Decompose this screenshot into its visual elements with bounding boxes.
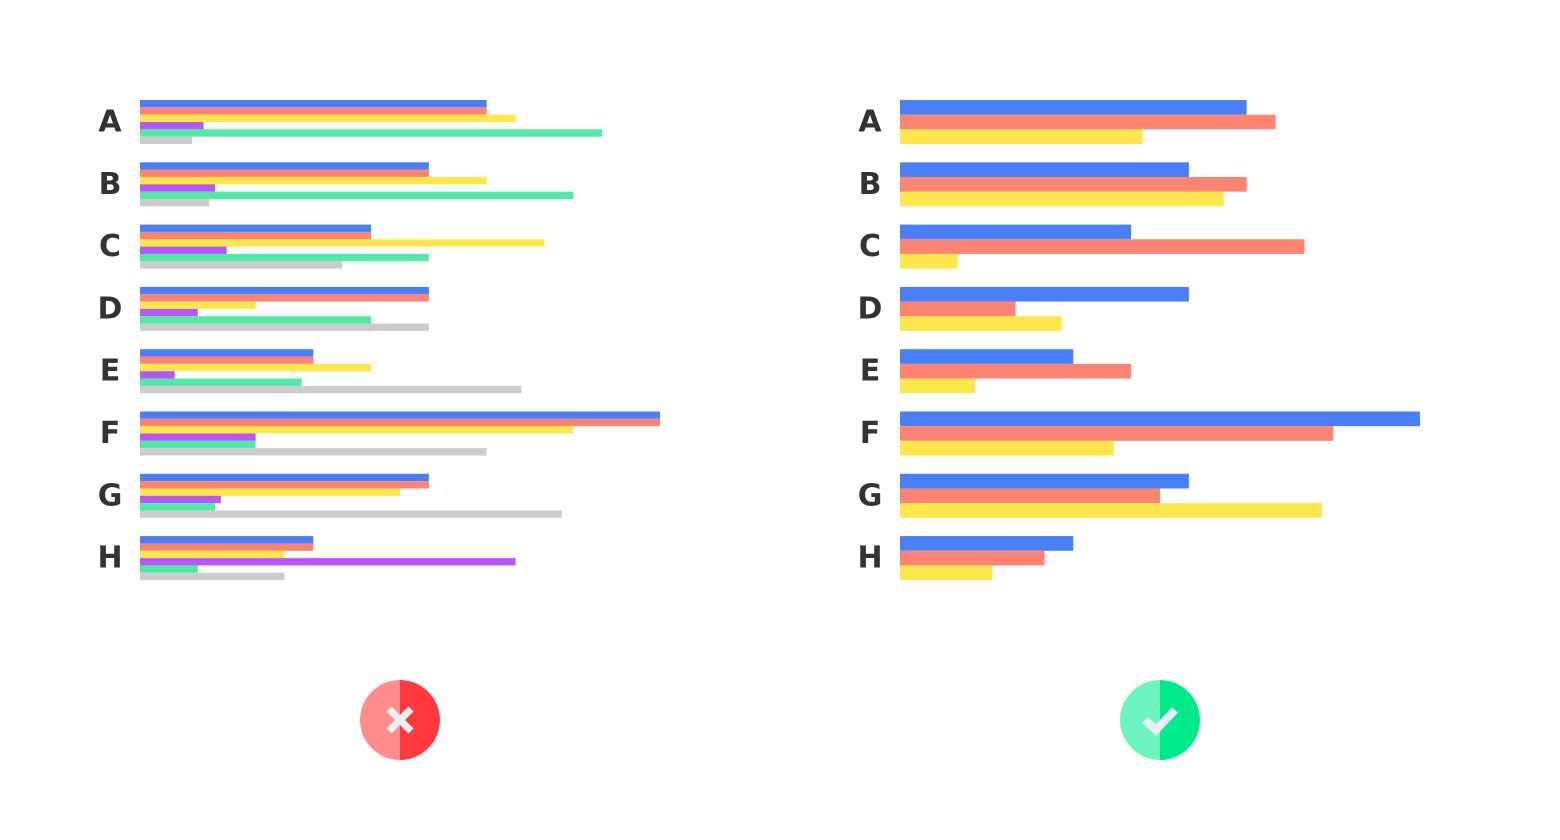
category-label-a: A [98, 105, 122, 140]
bar-e-gray [140, 385, 522, 394]
bar-d-green [140, 316, 372, 324]
bar-g-purple [140, 495, 221, 504]
bar-g-yellow [900, 503, 1322, 518]
bar-b-yellow [140, 176, 487, 185]
bar-d-yellow [140, 301, 256, 309]
check-icon [1120, 680, 1200, 760]
bar-c-green [140, 253, 429, 262]
bar-g-gray [140, 510, 562, 518]
bar-e-yellow [140, 363, 372, 372]
bar-h-yellow [900, 565, 993, 581]
bar-a-purple [140, 122, 204, 130]
check-badge-right [1160, 680, 1200, 760]
bar-b-blue [140, 162, 429, 170]
bar-c-blue [900, 224, 1132, 240]
category-label-b: B [99, 167, 122, 202]
cross-badge-left [360, 680, 400, 760]
category-label-d: D [858, 291, 883, 326]
bar-f-salmon [900, 426, 1334, 441]
bar-a-blue [140, 100, 487, 108]
bar-a-yellow [140, 114, 516, 122]
bar-e-green [140, 378, 302, 386]
bar-f-blue [140, 411, 660, 419]
category-label-d: D [98, 291, 123, 326]
bar-h-salmon [900, 550, 1045, 566]
check-badge-left [1120, 680, 1160, 760]
category-label-c: C [99, 229, 121, 264]
check-mark [1142, 707, 1178, 736]
bar-f-gray [140, 448, 487, 456]
bar-d-blue [140, 286, 429, 295]
bar-c-salmon [140, 231, 372, 240]
bar-a-blue [900, 100, 1247, 115]
category-label-f: F [100, 416, 121, 451]
bar-c-yellow [900, 253, 958, 269]
bar-b-yellow [900, 191, 1224, 207]
bar-h-blue [140, 536, 314, 544]
bar-h-gray [140, 572, 285, 581]
category-label-b: B [859, 167, 882, 202]
bar-e-yellow [900, 378, 976, 394]
bar-f-purple [140, 433, 256, 441]
bar-b-blue [900, 162, 1189, 177]
category-label-e: E [100, 354, 121, 389]
cross-icon [360, 680, 440, 760]
bar-d-blue [900, 286, 1189, 302]
category-label-h: H [857, 541, 882, 576]
bar-c-blue [140, 224, 372, 232]
bar-d-gray [140, 323, 429, 331]
category-label-a: A [858, 105, 882, 140]
bar-a-salmon [140, 107, 487, 115]
bar-g-green [140, 503, 216, 511]
bar-g-blue [140, 473, 429, 482]
bar-a-salmon [900, 114, 1276, 130]
category-label-h: H [97, 541, 122, 576]
bar-g-salmon [140, 481, 429, 489]
bar-c-purple [140, 246, 227, 254]
category-label-g: G [858, 478, 883, 513]
bar-a-yellow [900, 129, 1143, 144]
cross-mark [386, 706, 414, 734]
bar-h-green [140, 565, 198, 573]
bar-g-yellow [140, 488, 400, 496]
bar-f-yellow [140, 426, 574, 434]
bar-b-salmon [140, 169, 429, 177]
bar-e-salmon [140, 356, 314, 364]
bar-a-gray [140, 136, 192, 144]
bar-f-blue [900, 411, 1420, 427]
bar-e-salmon [900, 363, 1132, 379]
bar-c-salmon [900, 239, 1305, 254]
bar-d-salmon [140, 294, 429, 302]
category-label-e: E [860, 354, 881, 389]
bar-e-blue [900, 349, 1074, 364]
bar-b-gray [140, 198, 210, 207]
bar-d-yellow [900, 316, 1062, 331]
bar-e-blue [140, 349, 314, 357]
bar-b-salmon [900, 176, 1247, 192]
bar-c-yellow [140, 239, 545, 247]
category-label-c: C [859, 229, 881, 264]
bar-c-gray [140, 261, 343, 269]
bar-h-purple [140, 558, 516, 566]
bar-f-yellow [900, 440, 1114, 456]
bar-d-salmon [900, 301, 1016, 317]
bar-f-green [140, 440, 256, 449]
bar-b-purple [140, 184, 216, 192]
bar-g-salmon [900, 488, 1160, 504]
bar-e-purple [140, 371, 175, 379]
bar-h-blue [900, 536, 1074, 551]
bar-h-salmon [140, 543, 314, 551]
bar-f-salmon [140, 418, 660, 427]
cross-badge-right [400, 680, 440, 760]
category-label-g: G [98, 478, 123, 513]
bar-d-purple [140, 308, 198, 317]
bar-b-green [140, 191, 574, 199]
category-label-f: F [860, 416, 881, 451]
bar-g-blue [900, 473, 1189, 489]
bar-h-yellow [140, 550, 285, 559]
bar-a-green [140, 129, 603, 137]
